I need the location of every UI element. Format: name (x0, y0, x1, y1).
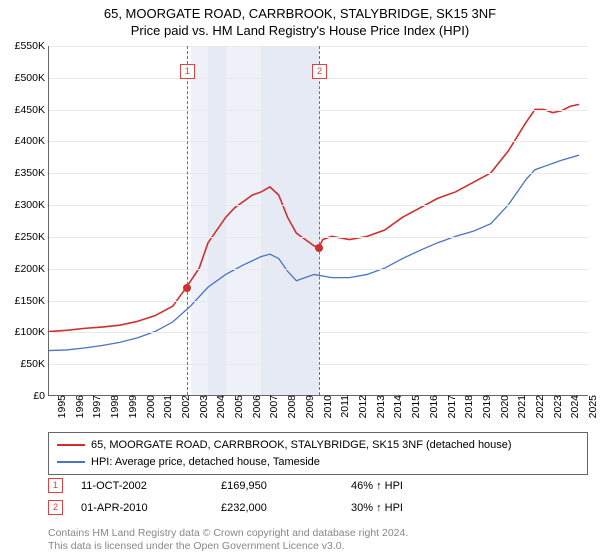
xtick-label: 2004 (211, 395, 227, 418)
footer-line-1: Contains HM Land Registry data © Crown c… (48, 527, 408, 541)
xtick-label: 1995 (52, 395, 68, 418)
sale-price-1: £169,950 (221, 480, 351, 492)
footer-attribution: Contains HM Land Registry data © Crown c… (48, 527, 408, 554)
sale-vline (187, 46, 188, 395)
ytick-label: £350K (15, 167, 49, 179)
ytick-label: £100K (15, 326, 49, 338)
chart-container: 65, MOORGATE ROAD, CARRBROOK, STALYBRIDG… (0, 0, 600, 560)
ytick-label: £50K (20, 358, 49, 370)
legend-swatch-property (57, 444, 85, 446)
sale-price-2: £232,000 (221, 502, 351, 514)
ytick-label: £450K (15, 104, 49, 116)
xtick-label: 2017 (442, 395, 458, 418)
xtick-label: 2013 (371, 395, 387, 418)
xtick-label: 2011 (335, 395, 351, 418)
ytick-label: £400K (15, 135, 49, 147)
sale-pct-2: 30% ↑ HPI (351, 502, 403, 514)
xtick-label: 2008 (282, 395, 298, 418)
xtick-label: 2025 (583, 395, 599, 418)
sale-row-2: 2 01-APR-2010 £232,000 30% ↑ HPI (48, 500, 403, 515)
sale-vline-label: 2 (312, 64, 327, 79)
footer-line-2: This data is licensed under the Open Gov… (48, 540, 408, 554)
ytick-label: £500K (15, 72, 49, 84)
xtick-label: 2001 (158, 395, 174, 418)
sale-marker-dot (183, 284, 191, 292)
xtick-label: 2009 (300, 395, 316, 418)
ytick-label: £200K (15, 263, 49, 275)
sale-marker-2: 2 (48, 500, 63, 515)
xtick-label: 2010 (318, 395, 334, 418)
xtick-label: 2014 (388, 395, 404, 418)
sale-row-1: 1 11-OCT-2002 £169,950 46% ↑ HPI (48, 478, 403, 493)
xtick-label: 2000 (141, 395, 157, 418)
xtick-label: 2005 (229, 395, 245, 418)
sale-date-1: 11-OCT-2002 (81, 480, 221, 492)
title-address: 65, MOORGATE ROAD, CARRBROOK, STALYBRIDG… (0, 6, 600, 23)
legend-swatch-hpi (57, 461, 85, 463)
xtick-label: 2020 (495, 395, 511, 418)
ytick-label: £0 (33, 390, 49, 402)
xtick-label: 2019 (477, 395, 493, 418)
xtick-label: 1999 (123, 395, 139, 418)
xtick-label: 2018 (459, 395, 475, 418)
sale-marker-1: 1 (48, 478, 63, 493)
sale-date-2: 01-APR-2010 (81, 502, 221, 514)
sale-marker-dot (315, 244, 323, 252)
sale-pct-1: 46% ↑ HPI (351, 480, 403, 492)
ytick-label: £250K (15, 231, 49, 243)
legend-row-hpi: HPI: Average price, detached house, Tame… (57, 454, 579, 471)
series-line-hpi (49, 155, 579, 350)
xtick-label: 2012 (353, 395, 369, 418)
ytick-label: £150K (15, 295, 49, 307)
title-block: 65, MOORGATE ROAD, CARRBROOK, STALYBRIDG… (0, 0, 600, 40)
series-line-property (49, 104, 579, 331)
sale-vline (319, 46, 320, 395)
xtick-label: 2016 (424, 395, 440, 418)
xtick-label: 2021 (512, 395, 528, 418)
ytick-label: £550K (15, 40, 49, 52)
xtick-label: 1998 (105, 395, 121, 418)
xtick-label: 2023 (548, 395, 564, 418)
legend-box: 65, MOORGATE ROAD, CARRBROOK, STALYBRIDG… (48, 432, 588, 475)
xtick-label: 2003 (194, 395, 210, 418)
legend-row-property: 65, MOORGATE ROAD, CARRBROOK, STALYBRIDG… (57, 437, 579, 454)
xtick-label: 2007 (264, 395, 280, 418)
ytick-label: £300K (15, 199, 49, 211)
xtick-label: 2022 (530, 395, 546, 418)
xtick-label: 2015 (406, 395, 422, 418)
xtick-label: 2006 (247, 395, 263, 418)
xtick-label: 2002 (176, 395, 192, 418)
legend-label-property: 65, MOORGATE ROAD, CARRBROOK, STALYBRIDG… (91, 437, 512, 454)
chart-area: £0£50K£100K£150K£200K£250K£300K£350K£400… (48, 46, 588, 396)
legend-label-hpi: HPI: Average price, detached house, Tame… (91, 454, 320, 471)
xtick-label: 2024 (565, 395, 581, 418)
sale-vline-label: 1 (180, 64, 195, 79)
xtick-label: 1996 (70, 395, 86, 418)
xtick-label: 1997 (87, 395, 103, 418)
title-subtitle: Price paid vs. HM Land Registry's House … (0, 23, 600, 40)
